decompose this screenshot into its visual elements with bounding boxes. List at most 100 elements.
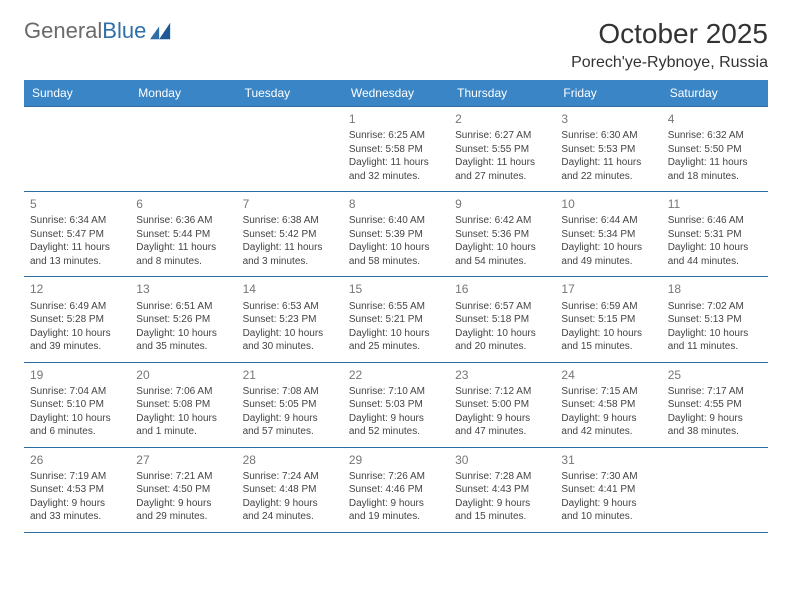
day-details: Sunrise: 6:25 AM Sunset: 5:58 PM Dayligh… bbox=[349, 129, 443, 183]
day-number: 17 bbox=[561, 281, 655, 297]
calendar-cell: 15 Sunrise: 6:55 AM Sunset: 5:21 PM Dayli… bbox=[343, 277, 449, 362]
calendar-row: 1 Sunrise: 6:25 AM Sunset: 5:58 PM Daylig… bbox=[24, 107, 768, 192]
calendar-cell: 2Sunrise: 6:27 AM Sunset: 5:55 PM Daylig… bbox=[449, 107, 555, 192]
calendar-row: 5 Sunrise: 6:34 AM Sunset: 5:47 PM Daylig… bbox=[24, 192, 768, 277]
calendar-cell: 4Sunrise: 6:32 AM Sunset: 5:50 PM Daylig… bbox=[662, 107, 768, 192]
day-details: Sunrise: 7:15 AM Sunset: 4:58 PM Dayligh… bbox=[561, 385, 655, 439]
calendar-cell: 14Sunrise: 6:53 AM Sunset: 5:23 PM Dayli… bbox=[237, 277, 343, 362]
day-number: 14 bbox=[243, 281, 337, 297]
day-number: 25 bbox=[668, 367, 762, 383]
day-number: 20 bbox=[136, 367, 230, 383]
calendar-body: 1 Sunrise: 6:25 AM Sunset: 5:58 PM Daylig… bbox=[24, 107, 768, 533]
day-number: 7 bbox=[243, 196, 337, 212]
day-details: Sunrise: 6:34 AM Sunset: 5:47 PM Dayligh… bbox=[30, 214, 124, 268]
day-number: 16 bbox=[455, 281, 549, 297]
day-number: 12 bbox=[30, 281, 124, 297]
day-header-row: Sunday Monday Tuesday Wednesday Thursday… bbox=[24, 80, 768, 107]
day-number: 3 bbox=[561, 111, 655, 127]
calendar-row: 12Sunrise: 6:49 AM Sunset: 5:28 PM Dayli… bbox=[24, 277, 768, 362]
day-details: Sunrise: 7:19 AM Sunset: 4:53 PM Dayligh… bbox=[30, 470, 124, 524]
day-number: 15 bbox=[349, 281, 443, 297]
day-details: Sunrise: 7:10 AM Sunset: 5:03 PM Dayligh… bbox=[349, 385, 443, 439]
logo: GeneralBlue bbox=[24, 18, 172, 44]
day-header: Wednesday bbox=[343, 80, 449, 107]
calendar-cell: 3 Sunrise: 6:30 AM Sunset: 5:53 PM Daylig… bbox=[555, 107, 661, 192]
day-details: Sunrise: 7:24 AM Sunset: 4:48 PM Dayligh… bbox=[243, 470, 337, 524]
calendar-cell: 1 Sunrise: 6:25 AM Sunset: 5:58 PM Daylig… bbox=[343, 107, 449, 192]
calendar-cell: 5 Sunrise: 6:34 AM Sunset: 5:47 PM Daylig… bbox=[24, 192, 130, 277]
day-number: 31 bbox=[561, 452, 655, 468]
day-number: 5 bbox=[30, 196, 124, 212]
calendar-cell: 11 Sunrise: 6:46 AM Sunset: 5:31 PM Dayli… bbox=[662, 192, 768, 277]
day-details: Sunrise: 6:51 AM Sunset: 5:26 PM Dayligh… bbox=[136, 300, 230, 354]
calendar-cell: 30 Sunrise: 7:28 AM Sunset: 4:43 PM Dayli… bbox=[449, 447, 555, 532]
day-details: Sunrise: 7:06 AM Sunset: 5:08 PM Dayligh… bbox=[136, 385, 230, 439]
calendar-row: 19 Sunrise: 7:04 AM Sunset: 5:10 PM Dayli… bbox=[24, 362, 768, 447]
day-header: Monday bbox=[130, 80, 236, 107]
day-number: 18 bbox=[668, 281, 762, 297]
day-details: Sunrise: 7:02 AM Sunset: 5:13 PM Dayligh… bbox=[668, 300, 762, 354]
calendar-cell: 20 Sunrise: 7:06 AM Sunset: 5:08 PM Dayli… bbox=[130, 362, 236, 447]
day-number: 23 bbox=[455, 367, 549, 383]
location: Porech'ye-Rybnoye, Russia bbox=[571, 54, 768, 72]
day-details: Sunrise: 6:55 AM Sunset: 5:21 PM Dayligh… bbox=[349, 300, 443, 354]
calendar-row: 26 Sunrise: 7:19 AM Sunset: 4:53 PM Dayli… bbox=[24, 447, 768, 532]
calendar-cell: 21 Sunrise: 7:08 AM Sunset: 5:05 PM Dayli… bbox=[237, 362, 343, 447]
calendar-cell bbox=[237, 107, 343, 192]
calendar-cell: 18 Sunrise: 7:02 AM Sunset: 5:13 PM Dayli… bbox=[662, 277, 768, 362]
day-header: Thursday bbox=[449, 80, 555, 107]
day-details: Sunrise: 7:17 AM Sunset: 4:55 PM Dayligh… bbox=[668, 385, 762, 439]
day-number: 21 bbox=[243, 367, 337, 383]
calendar-cell: 7 Sunrise: 6:38 AM Sunset: 5:42 PM Daylig… bbox=[237, 192, 343, 277]
day-details: Sunrise: 7:04 AM Sunset: 5:10 PM Dayligh… bbox=[30, 385, 124, 439]
day-details: Sunrise: 6:40 AM Sunset: 5:39 PM Dayligh… bbox=[349, 214, 443, 268]
day-number: 13 bbox=[136, 281, 230, 297]
calendar-cell: 13 Sunrise: 6:51 AM Sunset: 5:26 PM Dayli… bbox=[130, 277, 236, 362]
calendar-cell: 29Sunrise: 7:26 AM Sunset: 4:46 PM Dayli… bbox=[343, 447, 449, 532]
day-number: 30 bbox=[455, 452, 549, 468]
day-header: Sunday bbox=[24, 80, 130, 107]
page-title: October 2025 bbox=[571, 18, 768, 50]
day-details: Sunrise: 6:27 AM Sunset: 5:55 PM Dayligh… bbox=[455, 129, 549, 183]
day-header: Saturday bbox=[662, 80, 768, 107]
calendar-cell: 8 Sunrise: 6:40 AM Sunset: 5:39 PM Daylig… bbox=[343, 192, 449, 277]
calendar-cell: 27 Sunrise: 7:21 AM Sunset: 4:50 PM Dayli… bbox=[130, 447, 236, 532]
day-details: Sunrise: 6:38 AM Sunset: 5:42 PM Dayligh… bbox=[243, 214, 337, 268]
calendar-cell: 10Sunrise: 6:44 AM Sunset: 5:34 PM Dayli… bbox=[555, 192, 661, 277]
day-number: 1 bbox=[349, 111, 443, 127]
day-header: Friday bbox=[555, 80, 661, 107]
logo-text: GeneralBlue bbox=[24, 18, 146, 44]
day-details: Sunrise: 6:30 AM Sunset: 5:53 PM Dayligh… bbox=[561, 129, 655, 183]
day-details: Sunrise: 7:21 AM Sunset: 4:50 PM Dayligh… bbox=[136, 470, 230, 524]
day-details: Sunrise: 6:44 AM Sunset: 5:34 PM Dayligh… bbox=[561, 214, 655, 268]
day-details: Sunrise: 7:30 AM Sunset: 4:41 PM Dayligh… bbox=[561, 470, 655, 524]
day-number: 24 bbox=[561, 367, 655, 383]
day-details: Sunrise: 7:12 AM Sunset: 5:00 PM Dayligh… bbox=[455, 385, 549, 439]
day-number: 29 bbox=[349, 452, 443, 468]
calendar-cell: 16Sunrise: 6:57 AM Sunset: 5:18 PM Dayli… bbox=[449, 277, 555, 362]
calendar-cell: 22Sunrise: 7:10 AM Sunset: 5:03 PM Dayli… bbox=[343, 362, 449, 447]
calendar-cell bbox=[24, 107, 130, 192]
day-number: 26 bbox=[30, 452, 124, 468]
calendar-cell bbox=[662, 447, 768, 532]
day-details: Sunrise: 6:42 AM Sunset: 5:36 PM Dayligh… bbox=[455, 214, 549, 268]
calendar-cell: 26 Sunrise: 7:19 AM Sunset: 4:53 PM Dayli… bbox=[24, 447, 130, 532]
day-details: Sunrise: 6:36 AM Sunset: 5:44 PM Dayligh… bbox=[136, 214, 230, 268]
calendar-cell: 25 Sunrise: 7:17 AM Sunset: 4:55 PM Dayli… bbox=[662, 362, 768, 447]
day-number: 27 bbox=[136, 452, 230, 468]
day-number: 19 bbox=[30, 367, 124, 383]
day-number: 6 bbox=[136, 196, 230, 212]
calendar-cell: 9Sunrise: 6:42 AM Sunset: 5:36 PM Daylig… bbox=[449, 192, 555, 277]
day-number: 11 bbox=[668, 196, 762, 212]
calendar-cell: 12Sunrise: 6:49 AM Sunset: 5:28 PM Dayli… bbox=[24, 277, 130, 362]
day-number: 8 bbox=[349, 196, 443, 212]
title-block: October 2025 Porech'ye-Rybnoye, Russia bbox=[571, 18, 768, 72]
day-header: Tuesday bbox=[237, 80, 343, 107]
day-details: Sunrise: 7:08 AM Sunset: 5:05 PM Dayligh… bbox=[243, 385, 337, 439]
day-details: Sunrise: 6:46 AM Sunset: 5:31 PM Dayligh… bbox=[668, 214, 762, 268]
calendar-cell: 17Sunrise: 6:59 AM Sunset: 5:15 PM Dayli… bbox=[555, 277, 661, 362]
calendar-cell: 23 Sunrise: 7:12 AM Sunset: 5:00 PM Dayli… bbox=[449, 362, 555, 447]
day-details: Sunrise: 7:28 AM Sunset: 4:43 PM Dayligh… bbox=[455, 470, 549, 524]
logo-text-blue: Blue bbox=[102, 18, 146, 43]
day-details: Sunrise: 6:32 AM Sunset: 5:50 PM Dayligh… bbox=[668, 129, 762, 183]
